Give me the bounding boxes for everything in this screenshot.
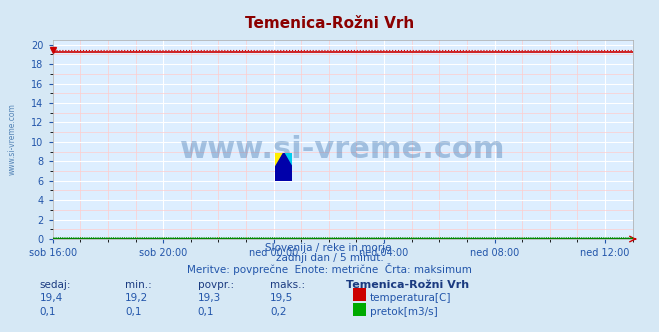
Text: povpr.:: povpr.: (198, 280, 234, 290)
Text: maks.:: maks.: (270, 280, 305, 290)
Text: Temenica-Rožni Vrh: Temenica-Rožni Vrh (346, 280, 469, 290)
Text: 0,1: 0,1 (198, 307, 214, 317)
Text: 19,2: 19,2 (125, 293, 148, 303)
Polygon shape (283, 153, 292, 181)
Text: www.si-vreme.com: www.si-vreme.com (180, 135, 505, 164)
Polygon shape (275, 153, 283, 181)
Text: temperatura[C]: temperatura[C] (370, 293, 451, 303)
Text: min.:: min.: (125, 280, 152, 290)
Text: 19,4: 19,4 (40, 293, 63, 303)
Text: zadnji dan / 5 minut.: zadnji dan / 5 minut. (275, 253, 384, 263)
Text: 0,1: 0,1 (125, 307, 142, 317)
Text: 19,5: 19,5 (270, 293, 293, 303)
Text: sedaj:: sedaj: (40, 280, 71, 290)
Text: Meritve: povprečne  Enote: metrične  Črta: maksimum: Meritve: povprečne Enote: metrične Črta:… (187, 263, 472, 275)
Text: Temenica-Rožni Vrh: Temenica-Rožni Vrh (245, 16, 414, 31)
Text: 0,2: 0,2 (270, 307, 287, 317)
Text: www.si-vreme.com: www.si-vreme.com (8, 104, 17, 175)
Polygon shape (275, 153, 292, 181)
Text: Slovenija / reke in morje.: Slovenija / reke in morje. (264, 243, 395, 253)
Text: pretok[m3/s]: pretok[m3/s] (370, 307, 438, 317)
Text: 0,1: 0,1 (40, 307, 56, 317)
Text: 19,3: 19,3 (198, 293, 221, 303)
